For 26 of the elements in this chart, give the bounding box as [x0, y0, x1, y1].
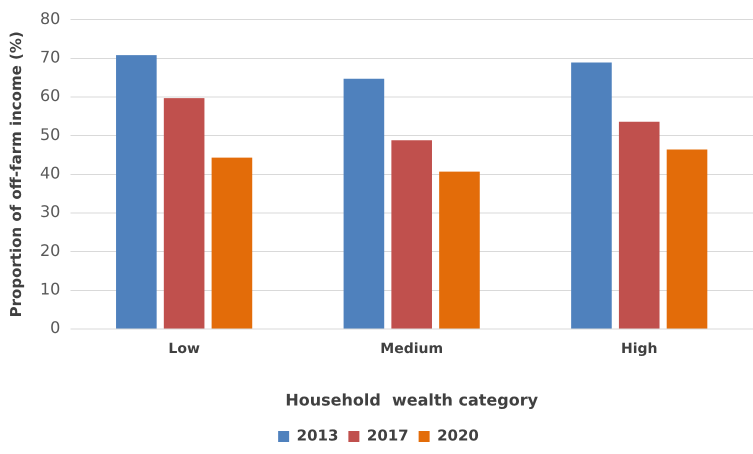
x-axis-title: Household wealth category — [285, 390, 539, 410]
legend-label: 2013 — [296, 426, 338, 444]
x-tick-label: Low — [168, 341, 200, 358]
y-tick-label: 20 — [40, 240, 60, 260]
y-tick-label: 10 — [40, 279, 60, 298]
y-tick-label: 80 — [40, 8, 60, 28]
y-tick-label: 60 — [40, 86, 60, 106]
legend-label: 2020 — [437, 426, 479, 444]
bar — [666, 150, 708, 328]
x-tick-label: High — [620, 341, 658, 358]
y-tick-label: 0 — [50, 318, 60, 338]
bar — [391, 140, 432, 328]
bar — [571, 62, 612, 328]
y-tick-label: 30 — [40, 202, 60, 222]
y-tick-label: 50 — [40, 124, 60, 144]
y-tick-label: 40 — [40, 163, 60, 182]
y-tick-label: 70 — [40, 47, 60, 66]
bar — [164, 98, 204, 328]
bar — [212, 158, 252, 328]
x-tick-label: Medium — [380, 341, 444, 358]
bar — [439, 172, 480, 328]
legend-label: 2017 — [366, 426, 409, 444]
bar — [116, 55, 157, 328]
y-axis-title: Proportion of off-farm income (%) — [6, 31, 25, 318]
bar — [618, 122, 660, 328]
bar — [344, 78, 384, 328]
